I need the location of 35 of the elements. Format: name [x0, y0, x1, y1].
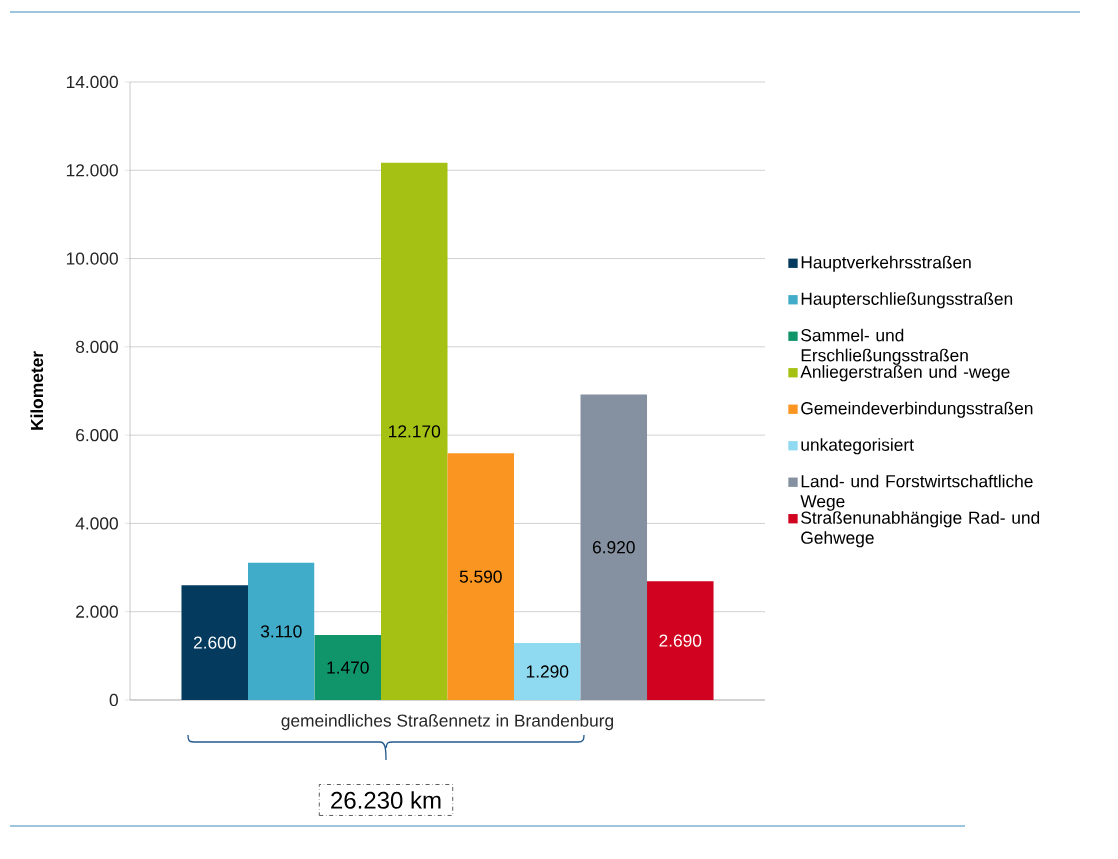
- y-tick-label: 4.000: [75, 517, 118, 530]
- data-label: 1.290: [526, 665, 569, 678]
- legend-label: Land- und Forstwirtschaftliche Wege: [800, 474, 1033, 511]
- data-label: 2.690: [659, 634, 702, 647]
- y-tick-label: 6.000: [76, 428, 118, 442]
- y-tick-label: 2.000: [76, 605, 118, 618]
- data-label: 5.590: [459, 570, 502, 583]
- bar: [514, 643, 581, 700]
- bar: [381, 162, 448, 700]
- bar: [447, 453, 515, 700]
- x-tick-label: gemeindliches Straßennetz in Brandenburg: [281, 714, 614, 731]
- y-tick-label: 8.000: [76, 340, 118, 353]
- legend-label: Straßenunabhängige Rad- und Gehwege: [801, 511, 1040, 548]
- data-label: 1.470: [327, 661, 369, 674]
- data-label: 6.920: [592, 541, 635, 554]
- legend-label: Sammel- und Erschließungsstraßen: [801, 328, 968, 365]
- bar: [647, 581, 714, 700]
- legend-label: Anliegerstraßen und -wege: [800, 365, 1010, 382]
- y-axis-title: Kilometer: [30, 351, 44, 430]
- y-tick-label: 10.000: [66, 252, 118, 265]
- y-tick-label: 14.000: [66, 75, 118, 89]
- legend-label: unkategorisiert: [801, 438, 914, 455]
- bar: [181, 585, 248, 700]
- legend-label: Gemeindeverbindungsstraßen: [801, 401, 1033, 418]
- legend-label: Hauptverkehrsstraßen: [801, 255, 971, 272]
- legend-label: Haupterschließungsstraßen: [801, 292, 1013, 309]
- data-label: 2.600: [193, 636, 236, 649]
- data-label: 3.110: [260, 625, 302, 638]
- data-label: 12.170: [389, 425, 441, 438]
- bar: [314, 635, 381, 700]
- text: 26.230 km: [331, 791, 441, 809]
- bar: [247, 562, 315, 700]
- bar: [580, 394, 648, 700]
- y-tick-label: 12.000: [66, 164, 118, 177]
- y-tick-label: 0: [109, 693, 118, 707]
